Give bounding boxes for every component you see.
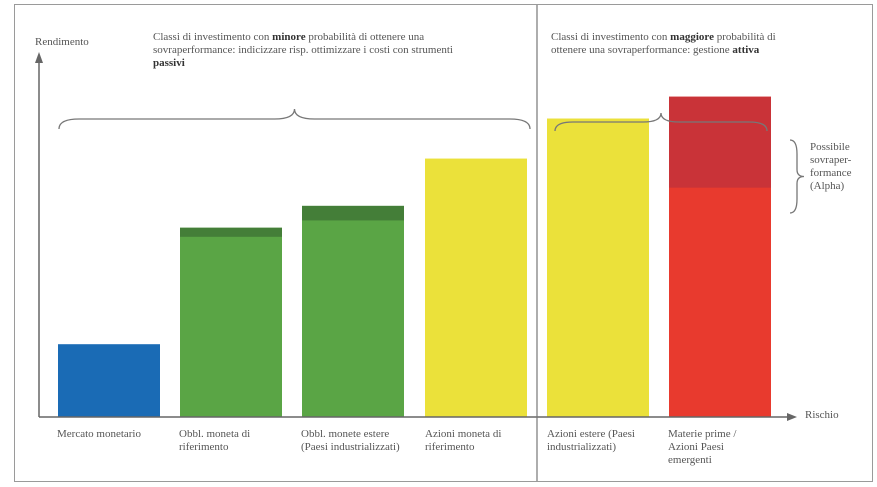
y-axis-arrow-icon <box>35 52 43 63</box>
category-label-4: Azioni moneta di riferimento <box>425 428 502 453</box>
diagram-canvas <box>35 5 805 481</box>
group-left-caption: Classi di investimento con minore probab… <box>153 31 453 69</box>
bar-1 <box>58 344 160 417</box>
bar-3-top-band <box>302 205 404 221</box>
group-right-caption: Classi di investimento con maggiore prob… <box>551 31 776 56</box>
y-axis-label: Rendimento <box>35 36 89 48</box>
brace-alpha <box>789 139 805 214</box>
bar-6-top-band <box>669 96 771 188</box>
category-label-6: Materie prime / Azioni Paesi emergenti <box>668 428 737 466</box>
category-label-5: Azioni estere (Paesi industrializzati) <box>547 428 635 453</box>
bar-2-top-band <box>180 227 282 237</box>
bar-2 <box>180 227 282 417</box>
bar-3 <box>302 205 404 417</box>
category-label-1: Mercato monetario <box>57 428 141 440</box>
brace-right-group <box>554 112 768 132</box>
x-axis-label: Rischio <box>805 409 839 421</box>
category-label-2: Obbl. moneta di riferimento <box>179 428 251 453</box>
bar-4 <box>425 158 527 417</box>
bar-5 <box>547 118 649 418</box>
diagram-frame: Rendimento Rischio Classi di investiment… <box>14 4 873 482</box>
category-label-3: Obbl. monete estere (Paesi industrializz… <box>301 428 400 453</box>
brace-left-group <box>58 108 531 130</box>
x-axis-arrow-icon <box>787 413 797 421</box>
alpha-label: Possibile sovraper-formance (Alpha) <box>810 141 852 192</box>
